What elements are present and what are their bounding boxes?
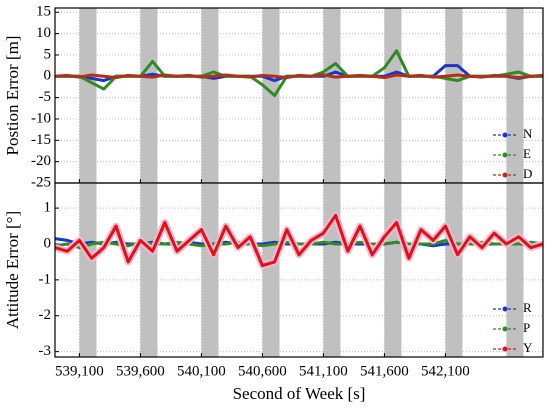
shaded-span	[262, 183, 280, 357]
y-tick-label: -2	[39, 307, 52, 323]
x-tick-label: 539,100	[55, 363, 104, 379]
series-line	[54, 213, 544, 267]
x-tick-label: 541,600	[360, 363, 409, 379]
x-tick-label: 541,100	[299, 363, 348, 379]
y-tick-label: 0	[44, 68, 52, 84]
x-tick-label: 539,600	[116, 363, 165, 379]
y-tick-label: -3	[39, 343, 52, 359]
shaded-span	[140, 183, 158, 357]
shaded-span	[323, 183, 341, 357]
x-tick-label: 540,100	[177, 363, 226, 379]
shaded-span	[201, 183, 219, 357]
y-tick-label: -15	[31, 132, 51, 148]
y-tick-label: -25	[31, 174, 51, 190]
legend-marker	[502, 306, 508, 312]
x-axis-label: Second of Week [s]	[233, 384, 366, 403]
x-tick-label: 540,600	[238, 363, 287, 379]
shaded-span	[384, 183, 402, 357]
legend-marker	[502, 346, 508, 352]
shaded-span	[445, 8, 463, 183]
y-axis-label: Postion Error [m]	[3, 36, 22, 156]
plot-frame	[54, 182, 544, 358]
shaded-span	[506, 8, 524, 183]
y-tick-label: 15	[36, 4, 51, 20]
shaded-span	[201, 8, 219, 183]
shaded-span	[262, 8, 280, 183]
legend-marker	[502, 326, 508, 332]
legend-marker	[502, 132, 508, 138]
y-tick-label: 10	[36, 25, 51, 41]
legend-marker	[502, 152, 508, 158]
legend-label: P	[523, 320, 530, 335]
y-tick-label: 0	[44, 235, 52, 251]
legend-label: Y	[523, 340, 533, 355]
shaded-span	[79, 183, 97, 357]
legend-marker	[502, 172, 508, 178]
legend-label: D	[523, 166, 532, 181]
shaded-span	[140, 8, 158, 183]
legend-label: R	[523, 300, 532, 315]
series-line	[55, 64, 543, 83]
y-axis-label: Attitude Error [°]	[3, 211, 22, 329]
shaded-span	[384, 8, 402, 183]
y-tick-label: -1	[39, 271, 52, 287]
y-tick-label: -20	[31, 153, 51, 169]
legend-label: E	[523, 146, 531, 161]
y-tick-label: -10	[31, 110, 51, 126]
plot-frame	[54, 7, 544, 184]
series-line	[54, 73, 544, 80]
x-tick-label: 542,100	[421, 363, 470, 379]
shaded-span	[445, 183, 463, 357]
y-tick-label: -5	[39, 89, 52, 105]
shaded-span	[506, 183, 524, 357]
shaded-span	[323, 8, 341, 183]
shaded-span	[79, 8, 97, 183]
y-tick-label: 5	[44, 46, 52, 62]
y-tick-label: 1	[44, 200, 52, 216]
legend-label: N	[523, 126, 533, 141]
series-line	[55, 49, 543, 97]
